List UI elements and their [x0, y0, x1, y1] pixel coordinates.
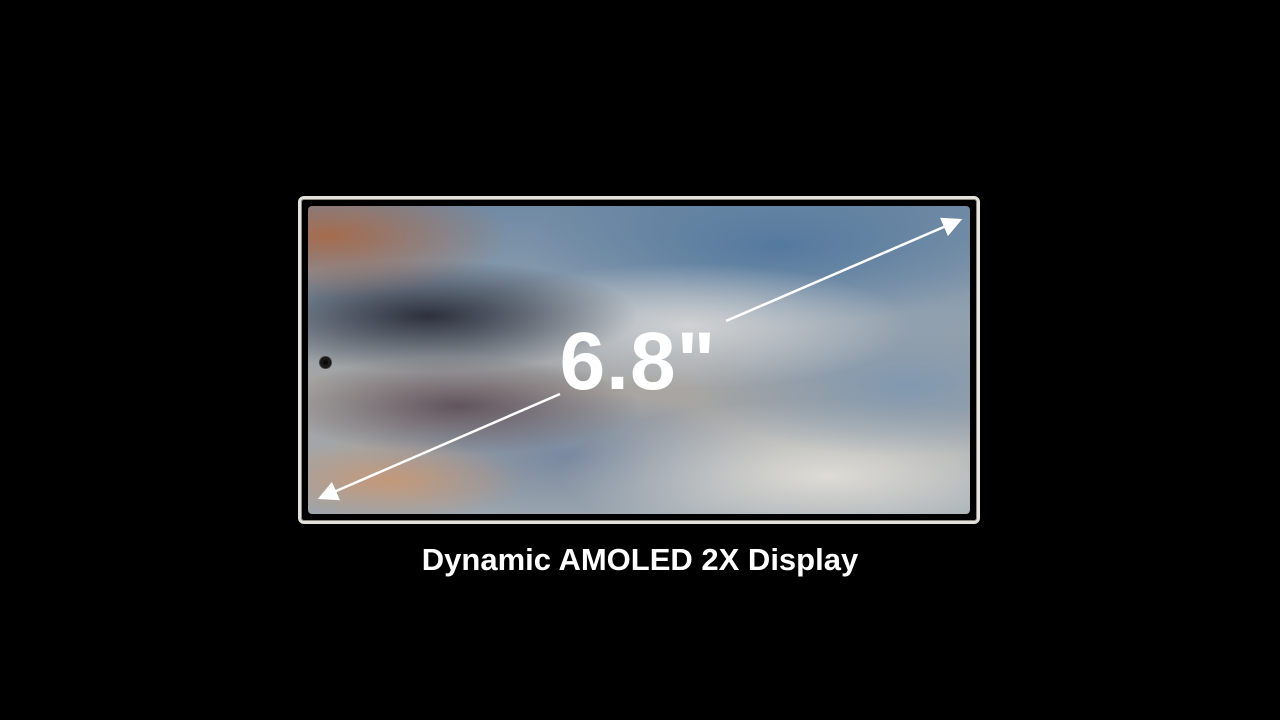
arrow-lower-segment: [317, 392, 561, 501]
display-caption: Dynamic AMOLED 2X Display: [421, 542, 859, 577]
phone-screen: 6.8": [308, 206, 970, 514]
double-arrow-icon: [317, 217, 963, 501]
phone-frame: 6.8": [298, 196, 980, 524]
camera-hole-icon: [320, 357, 331, 368]
screen-size-label: 6.8": [559, 316, 717, 407]
arrow-upper-segment: [725, 217, 963, 323]
